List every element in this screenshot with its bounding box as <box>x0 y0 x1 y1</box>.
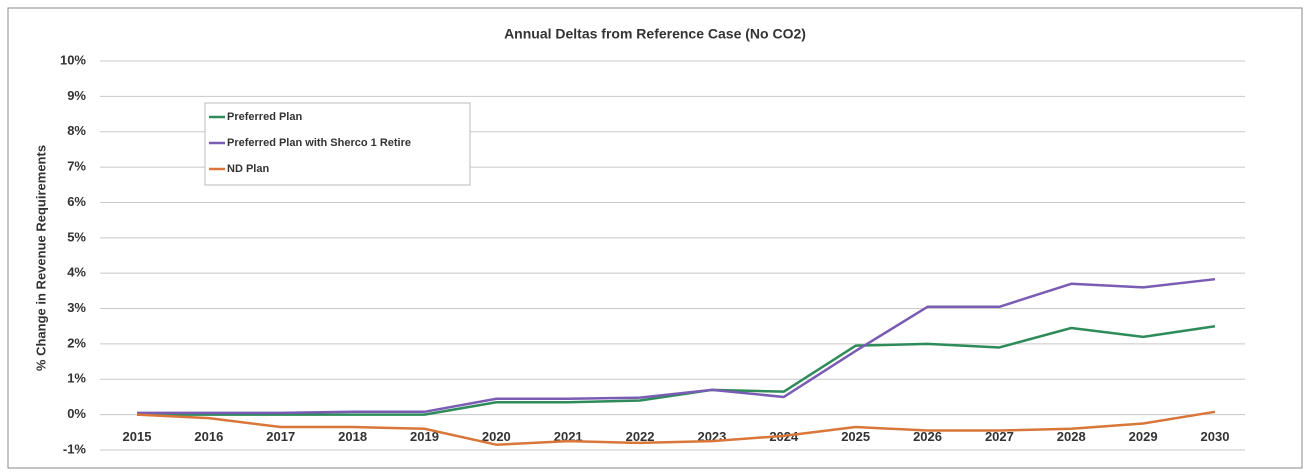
x-tick-label: 2019 <box>410 429 439 444</box>
series-line <box>136 410 1216 446</box>
y-tick-label: 6% <box>67 194 86 209</box>
y-tick-label: 2% <box>67 335 86 350</box>
x-tick-label: 2030 <box>1201 429 1230 444</box>
x-tick-label: 2022 <box>626 429 655 444</box>
x-tick-label: 2017 <box>266 429 295 444</box>
legend-label: ND Plan <box>227 163 269 175</box>
y-tick-label: 5% <box>67 229 86 244</box>
y-tick-label: 8% <box>67 123 86 138</box>
y-axis-label: % Change in Revenue Requirements <box>33 145 48 371</box>
y-tick-label: 9% <box>67 88 86 103</box>
legend-box <box>204 102 471 186</box>
y-tick-label: 1% <box>67 371 86 386</box>
legend-label: Preferred Plan <box>227 111 302 123</box>
x-tick-label: 2016 <box>194 429 223 444</box>
x-tick-label: 2020 <box>482 429 511 444</box>
x-tick-label: 2028 <box>1057 429 1086 444</box>
y-tick-label: 0% <box>67 406 86 421</box>
x-tick-label: 2018 <box>338 429 367 444</box>
x-tick-label: 2027 <box>985 429 1014 444</box>
y-tick-label: 10% <box>60 52 86 67</box>
x-tick-label: 2025 <box>841 429 870 444</box>
y-tick-label: -1% <box>63 441 87 456</box>
chart-title: Annual Deltas from Reference Case (No CO… <box>504 26 806 42</box>
legend-label: Preferred Plan with Sherco 1 Retire <box>227 137 411 149</box>
x-tick-label: 2015 <box>123 429 152 444</box>
y-tick-label: 7% <box>67 159 86 174</box>
series-line <box>137 324 1216 416</box>
y-tick-label: 4% <box>67 265 86 280</box>
x-tick-label: 2029 <box>1129 429 1158 444</box>
y-tick-label: 3% <box>67 300 86 315</box>
series-line <box>137 277 1216 415</box>
x-tick-label: 2026 <box>913 429 942 444</box>
